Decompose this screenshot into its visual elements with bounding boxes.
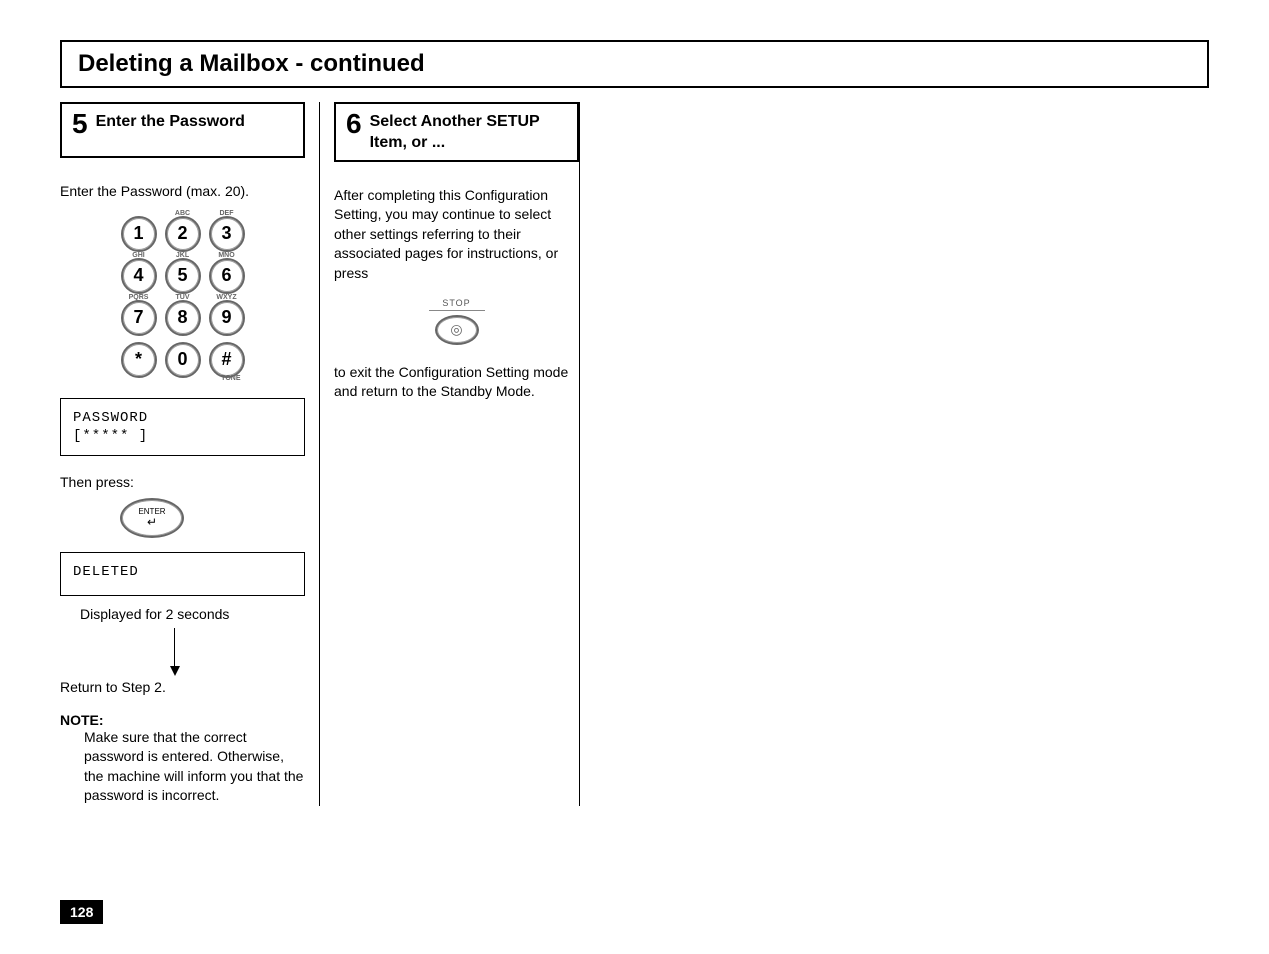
lcd-password-line1: PASSWORD — [73, 409, 292, 427]
enter-arrow-icon: ↵ — [147, 516, 157, 528]
keypad-row-1: 1 ABC2 DEF3 — [113, 216, 253, 252]
key-8: TUV8 — [165, 300, 201, 336]
step5-header: 5 Enter the Password — [60, 102, 305, 158]
step6-para2: to exit the Configuration Setting mode a… — [334, 363, 579, 402]
key-5: JKL5 — [165, 258, 201, 294]
key-hash: #TONE — [209, 342, 245, 378]
keypad-row-3: PQRS7 TUV8 WXYZ9 — [113, 300, 253, 336]
note-body: Make sure that the correct password is e… — [84, 728, 305, 806]
key-0: 0 — [165, 342, 201, 378]
column-step6: 6 Select Another SETUP Item, or ... Afte… — [320, 102, 580, 806]
stop-icon: ◎ — [435, 315, 479, 345]
stop-button: STOP ◎ — [429, 298, 485, 345]
down-arrow-icon — [170, 628, 305, 678]
then-press-label: Then press: — [60, 474, 305, 490]
step6-title: Select Another SETUP Item, or ... — [370, 110, 567, 154]
step5-title: Enter the Password — [96, 110, 245, 133]
key-4: GHI4 — [121, 258, 157, 294]
keypad-row-2: GHI4 JKL5 MNO6 — [113, 258, 253, 294]
content-columns: 5 Enter the Password Enter the Password … — [60, 102, 1209, 806]
page-number-badge: 128 — [60, 900, 103, 924]
stop-label: STOP — [429, 298, 485, 311]
step6-para1: After completing this Configuration Sett… — [334, 186, 579, 284]
key-3: DEF3 — [209, 216, 245, 252]
page-title: Deleting a Mailbox - continued — [78, 50, 1191, 78]
key-1: 1 — [121, 216, 157, 252]
displayed-caption: Displayed for 2 seconds — [80, 606, 305, 622]
key-star: * — [121, 342, 157, 378]
note-heading: NOTE: — [60, 712, 305, 728]
return-text: Return to Step 2. — [60, 678, 305, 698]
lcd-deleted-line1: DELETED — [73, 563, 292, 581]
lcd-deleted: DELETED — [60, 552, 305, 596]
step6-header: 6 Select Another SETUP Item, or ... — [334, 102, 579, 162]
step6-number: 6 — [346, 110, 362, 138]
lcd-password-line2: [***** ] — [73, 427, 292, 445]
key-9: WXYZ9 — [209, 300, 245, 336]
key-6: MNO6 — [209, 258, 245, 294]
step5-intro: Enter the Password (max. 20). — [60, 182, 305, 202]
key-2: ABC2 — [165, 216, 201, 252]
step5-number: 5 — [72, 110, 88, 138]
keypad: 1 ABC2 DEF3 GHI4 JKL5 MNO6 PQRS7 TUV8 WX… — [113, 216, 253, 378]
column-step5: 5 Enter the Password Enter the Password … — [60, 102, 320, 806]
lcd-password: PASSWORD [***** ] — [60, 398, 305, 456]
keypad-row-4: * 0 #TONE — [113, 342, 253, 378]
enter-button: ENTER ↵ — [120, 498, 184, 538]
key-7: PQRS7 — [121, 300, 157, 336]
title-bar: Deleting a Mailbox - continued — [60, 40, 1209, 88]
